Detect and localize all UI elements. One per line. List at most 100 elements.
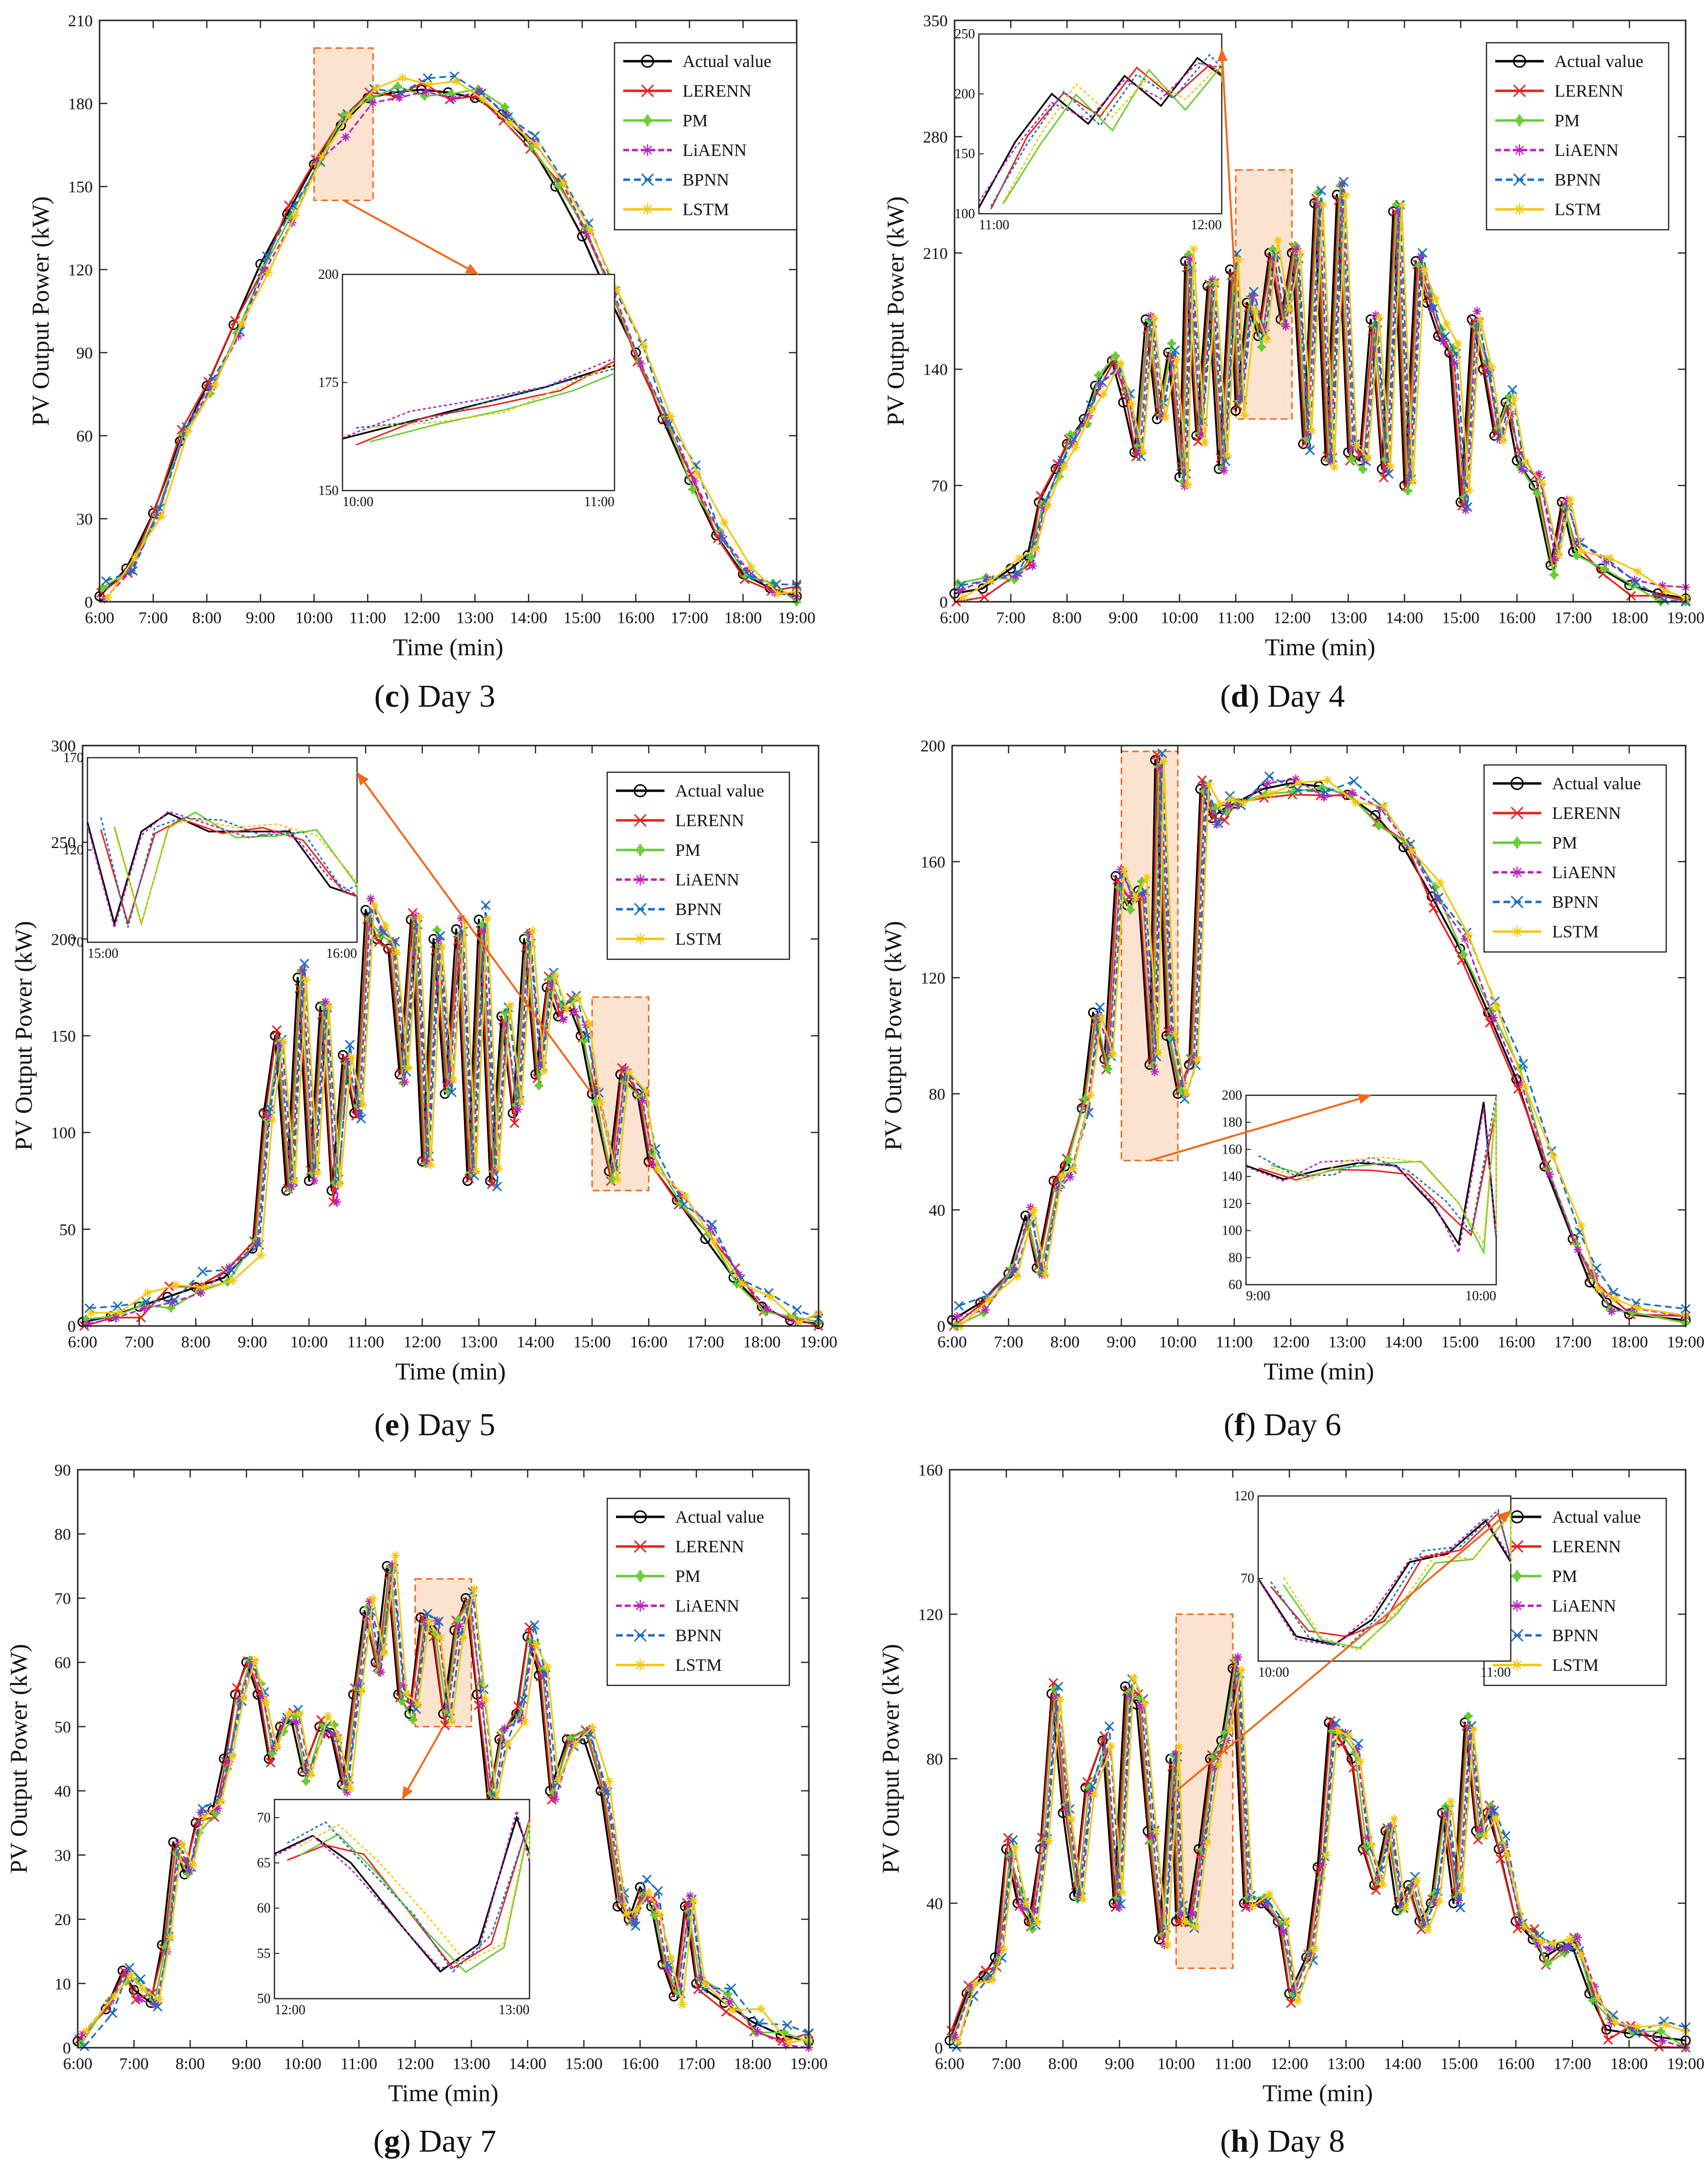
legend-marker bbox=[642, 204, 653, 215]
data-point bbox=[1353, 1738, 1364, 1749]
data-point bbox=[1348, 788, 1357, 798]
x-axis-label: Time (min) bbox=[1265, 633, 1375, 661]
data-point bbox=[613, 1175, 622, 1185]
data-point bbox=[166, 1933, 175, 1942]
data-point bbox=[459, 1633, 468, 1643]
data-point bbox=[1316, 186, 1326, 196]
data-point bbox=[79, 2041, 89, 2052]
data-point bbox=[1450, 358, 1459, 368]
legend-label: LERENN bbox=[675, 1537, 744, 1556]
data-point bbox=[1323, 776, 1332, 785]
data-point bbox=[232, 1683, 242, 1693]
legend-marker bbox=[634, 933, 646, 945]
data-point bbox=[685, 1891, 695, 1901]
zoom-arrow bbox=[1221, 48, 1237, 295]
inset-y-tick-label: 250 bbox=[955, 27, 975, 42]
data-point bbox=[447, 1716, 456, 1726]
data-point bbox=[1626, 591, 1636, 601]
data-point bbox=[570, 1007, 579, 1016]
inset-x-tick-label: 11:00 bbox=[979, 218, 1009, 233]
data-point bbox=[197, 1803, 208, 1814]
data-point bbox=[1416, 252, 1425, 261]
inset-chart: 100 150 200 250 11:00 12:00 bbox=[955, 27, 1223, 233]
data-point bbox=[987, 577, 996, 586]
data-point bbox=[562, 1004, 571, 1014]
x-tick-label: 11:00 bbox=[1214, 2055, 1251, 2073]
data-point bbox=[1337, 1738, 1347, 1748]
x-tick-label: 17:00 bbox=[1554, 1333, 1591, 1351]
data-point bbox=[1191, 1922, 1200, 1932]
y-tick-label: 0 bbox=[68, 1318, 76, 1336]
x-tick-label: 17:00 bbox=[686, 1333, 724, 1351]
legend-marker bbox=[1511, 1659, 1523, 1671]
legend-label: LiAENN bbox=[675, 1596, 739, 1615]
series-lstm bbox=[86, 900, 823, 1327]
caption-paren-close: ) bbox=[1248, 679, 1267, 714]
data-point bbox=[1455, 1902, 1466, 1913]
data-point-ring bbox=[1465, 1713, 1471, 1719]
data-point bbox=[621, 1065, 630, 1074]
inset-y-tick-label: 170 bbox=[63, 750, 84, 765]
legend-marker bbox=[1514, 204, 1525, 215]
data-point bbox=[1535, 1931, 1545, 1941]
x-tick-label: 8:00 bbox=[175, 2055, 205, 2073]
x-tick-label: 10:00 bbox=[290, 1333, 327, 1351]
x-tick-label: 13:00 bbox=[1327, 2055, 1365, 2073]
zoom-arrow bbox=[1149, 1094, 1372, 1162]
data-point bbox=[773, 589, 783, 598]
data-point-ring bbox=[1027, 554, 1034, 560]
inset-x-tick-label: 10:00 bbox=[1258, 1665, 1289, 1680]
zoom-arrow-head bbox=[357, 772, 369, 786]
inset-series-line bbox=[1246, 1107, 1497, 1255]
data-point bbox=[1448, 1898, 1459, 1908]
data-point bbox=[725, 1997, 734, 2006]
data-point bbox=[290, 1176, 300, 1186]
data-point bbox=[1489, 1806, 1500, 1816]
y-tick-label: 90 bbox=[54, 1461, 71, 1479]
caption-paren-close: ) bbox=[1248, 2123, 1267, 2159]
data-point bbox=[754, 2018, 765, 2028]
legend-marker-ring bbox=[1513, 838, 1521, 847]
data-point bbox=[785, 2038, 794, 2047]
x-tick-label: 7:00 bbox=[124, 1333, 154, 1351]
data-point bbox=[1408, 477, 1418, 486]
inset-series-line bbox=[274, 1810, 530, 1970]
data-point bbox=[756, 2004, 766, 2013]
data-point bbox=[513, 1105, 523, 1114]
data-point bbox=[392, 948, 401, 957]
data-point bbox=[1238, 798, 1247, 807]
data-point bbox=[1605, 554, 1614, 563]
data-point bbox=[1565, 1935, 1574, 1944]
data-point bbox=[287, 1182, 296, 1191]
data-point bbox=[744, 570, 754, 580]
data-point bbox=[1364, 1833, 1373, 1842]
data-point bbox=[1188, 1909, 1197, 1919]
data-point bbox=[1078, 1894, 1087, 1903]
inset-y-tick-label: 120 bbox=[1234, 1489, 1254, 1504]
data-point bbox=[1208, 275, 1217, 285]
x-tick-label: 16:00 bbox=[617, 609, 654, 627]
data-point bbox=[1150, 1067, 1159, 1076]
data-point bbox=[1498, 437, 1507, 446]
legend-label: BPNN bbox=[675, 900, 722, 919]
data-point bbox=[445, 1078, 455, 1087]
inset-series-line bbox=[1270, 1508, 1512, 1648]
y-axis-label: PV Output Power (kW) bbox=[879, 921, 906, 1151]
data-point bbox=[1469, 1725, 1478, 1734]
caption-paren-close: ) bbox=[399, 1407, 418, 1443]
x-tick-label: 12:00 bbox=[1273, 609, 1311, 627]
data-point bbox=[1163, 1940, 1172, 1950]
data-point bbox=[1418, 248, 1428, 258]
inset-y-tick-label: 70 bbox=[70, 935, 84, 950]
data-point bbox=[1246, 1890, 1256, 1901]
data-point bbox=[1050, 1175, 1060, 1186]
data-point bbox=[1407, 847, 1417, 856]
data-point bbox=[154, 510, 163, 520]
data-point bbox=[335, 1733, 344, 1743]
inset-chart: 60 80 100 120 140 160 180 200 9:00 10:00 bbox=[1222, 1088, 1497, 1304]
data-point-ring bbox=[303, 1778, 309, 1784]
data-point bbox=[481, 1695, 490, 1704]
data-point bbox=[1043, 501, 1052, 510]
inset-y-tick-label: 180 bbox=[1222, 1115, 1242, 1130]
legend-entry: LERENN bbox=[1493, 1537, 1621, 1556]
